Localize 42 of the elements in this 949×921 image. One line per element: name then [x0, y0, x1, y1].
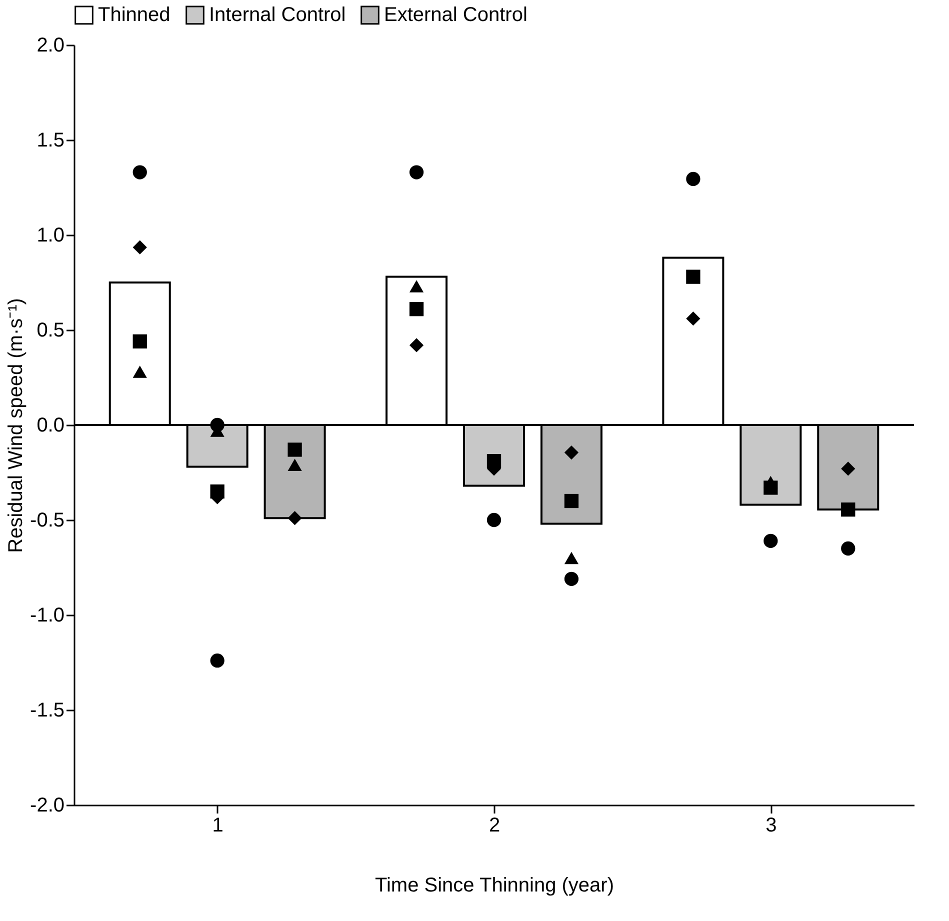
x-tick-label: 3 [766, 814, 777, 836]
y-tick-label: -1.0 [30, 604, 64, 626]
point [841, 541, 856, 556]
y-tick-label: 1.0 [36, 224, 64, 246]
point [686, 172, 700, 186]
point [288, 442, 302, 457]
point [564, 494, 579, 508]
legend-label: Thinned [98, 4, 170, 26]
point [210, 654, 224, 668]
y-tick-label: 0.5 [36, 320, 64, 342]
x-axis-title: Time Since Thinning (year) [375, 874, 614, 896]
point [132, 240, 147, 254]
y-tick-label: 0.0 [36, 414, 64, 436]
point [409, 280, 424, 292]
y-tick-label: 2.0 [36, 34, 64, 56]
legend-label: External Control [384, 4, 528, 26]
point [132, 334, 147, 348]
y-tick-label: -2.0 [30, 794, 64, 816]
point [409, 338, 424, 352]
y-tick-label: 1.5 [36, 130, 64, 152]
point [841, 462, 856, 476]
point [686, 270, 700, 284]
point [564, 572, 579, 586]
point [564, 552, 579, 564]
point [686, 312, 700, 326]
point [288, 511, 302, 526]
point [764, 476, 778, 488]
x-tick-label: 2 [488, 814, 500, 836]
point [132, 366, 147, 378]
point [841, 502, 856, 517]
y-axis-title: Residual Wind speed (m·s⁻¹) [5, 298, 28, 553]
point [132, 165, 147, 180]
point [564, 445, 579, 460]
point [486, 512, 502, 528]
legend-label: Internal Control [209, 4, 346, 26]
point [764, 534, 778, 548]
point [409, 165, 424, 180]
y-tick-label: -1.5 [30, 700, 64, 722]
point [409, 302, 424, 316]
y-tick-label: -0.5 [30, 510, 64, 532]
point [288, 458, 302, 472]
x-tick-label: 1 [212, 814, 224, 836]
